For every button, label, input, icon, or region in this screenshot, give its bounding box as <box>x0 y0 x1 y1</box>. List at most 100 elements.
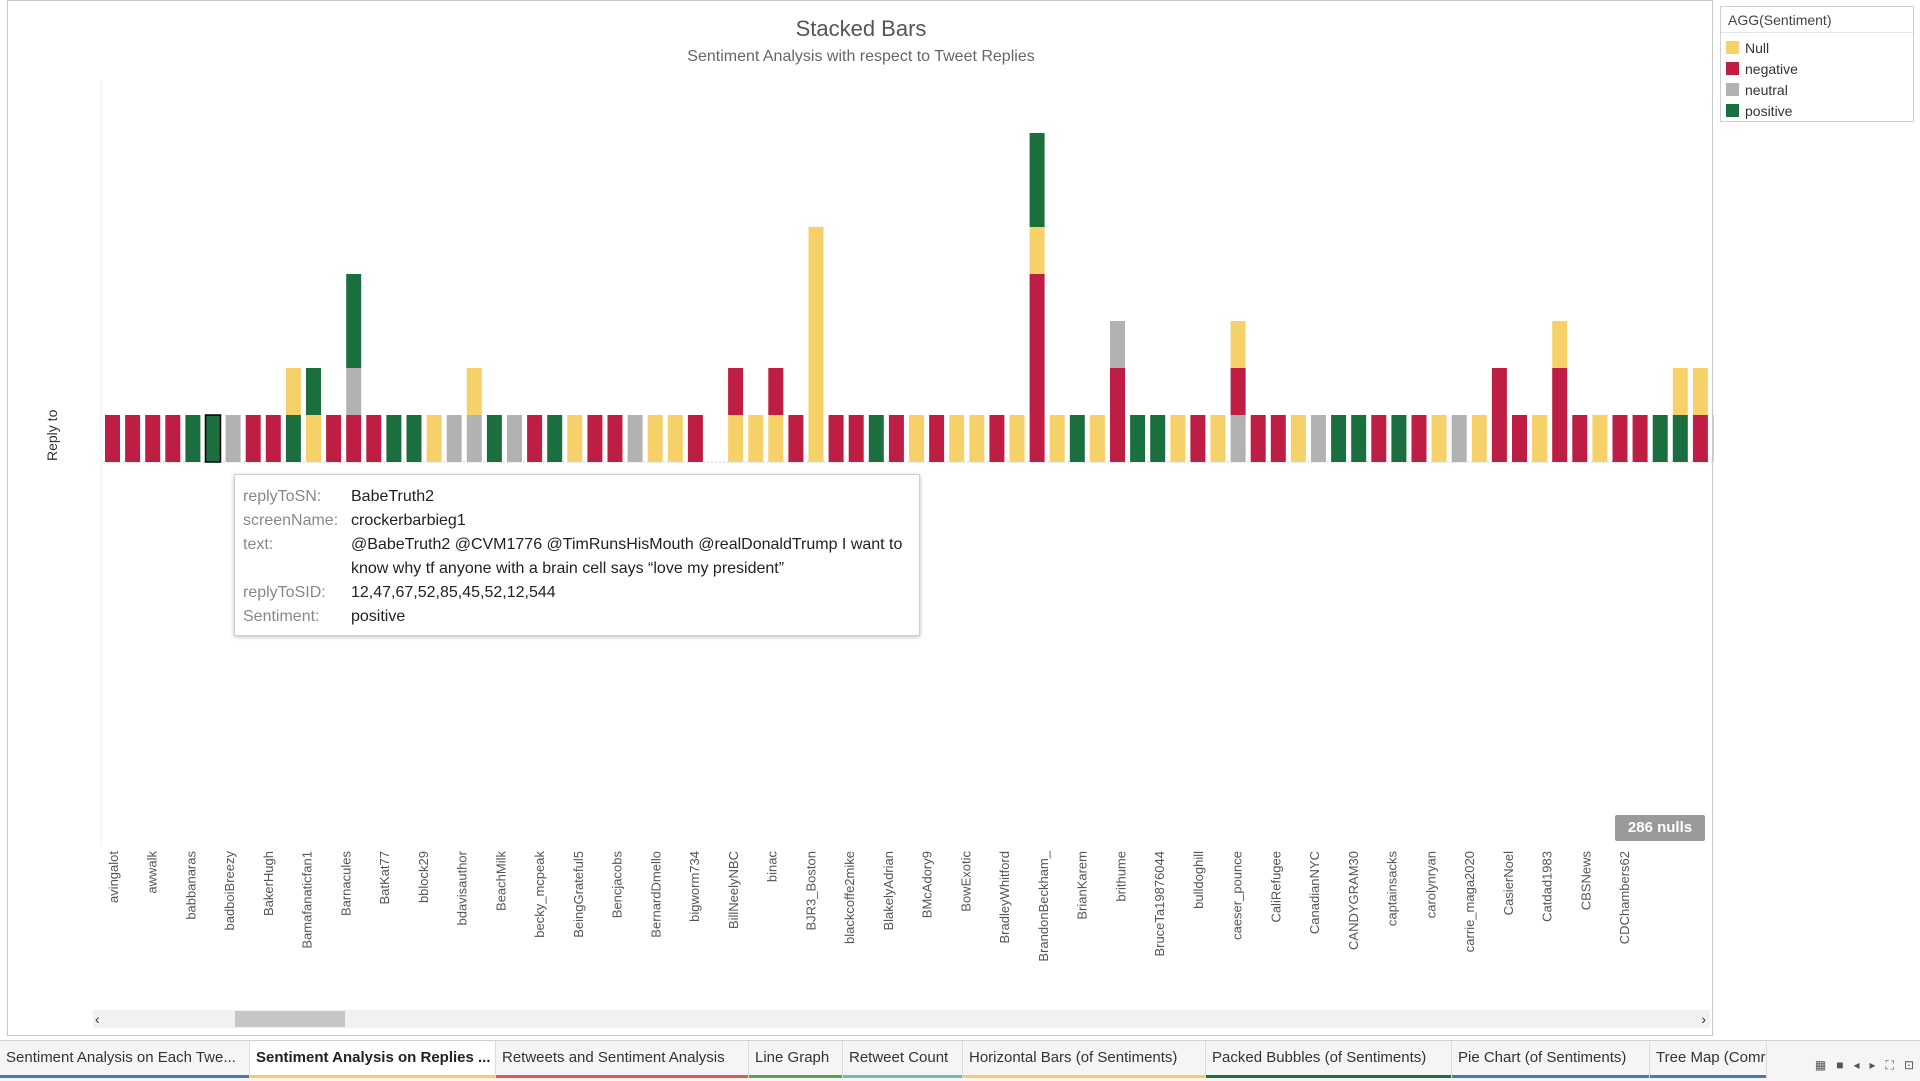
bar-segment-negative[interactable] <box>1270 415 1286 462</box>
bar-segment-Null[interactable] <box>909 415 924 462</box>
bar-segment-positive[interactable] <box>1150 415 1166 462</box>
bar-segment-Null[interactable] <box>808 321 824 368</box>
bar-segment-negative[interactable] <box>1572 415 1588 462</box>
bar-segment-Null[interactable] <box>1592 415 1608 462</box>
legend-item-null[interactable]: Null <box>1721 37 1913 58</box>
bar-segment-negative[interactable] <box>1110 368 1125 415</box>
bar-segment-positive[interactable] <box>1652 415 1668 462</box>
bar-segment-positive[interactable] <box>486 415 502 462</box>
bar-segment-positive[interactable] <box>204 414 222 463</box>
next-icon[interactable]: ▸ <box>1869 1058 1876 1072</box>
bar-segment-neutral[interactable] <box>507 415 522 462</box>
bar-segment-negative[interactable] <box>1612 415 1628 462</box>
bar-segment-negative[interactable] <box>1552 415 1568 462</box>
bar-segment-Null[interactable] <box>567 415 583 462</box>
bar-segment-negative[interactable] <box>587 415 603 462</box>
bar-segment-negative[interactable] <box>1512 415 1527 462</box>
bar-segment-Null[interactable] <box>1713 415 1714 462</box>
bar-segment-Null[interactable] <box>768 415 784 462</box>
bar-segment-positive[interactable] <box>547 415 563 462</box>
bar-segment-negative[interactable] <box>165 415 181 462</box>
bar-segment-positive[interactable] <box>1331 415 1347 462</box>
bar-segment-negative[interactable] <box>1029 274 1045 321</box>
bar-segment-neutral[interactable] <box>1311 415 1326 462</box>
bar-segment-negative[interactable] <box>687 415 703 462</box>
bar-segment-Null[interactable] <box>748 415 764 462</box>
bar-segment-Null[interactable] <box>426 415 442 462</box>
bar-segment-negative[interactable] <box>888 415 904 462</box>
bar-segment-positive[interactable] <box>1672 415 1688 462</box>
sheet-tab[interactable]: Line Graph <box>749 1041 843 1078</box>
bar-segment-negative[interactable] <box>1250 415 1266 462</box>
bar-segment-Null[interactable] <box>1210 415 1226 462</box>
bar-segment-negative[interactable] <box>265 415 281 462</box>
legend-item-neutral[interactable]: neutral <box>1721 79 1913 100</box>
sheet-tab[interactable]: Retweets and Sentiment Analysis <box>496 1041 749 1078</box>
bar-segment-negative[interactable] <box>989 415 1005 462</box>
bar-segment-Null[interactable] <box>808 274 824 321</box>
bar-segment-negative[interactable] <box>105 415 120 462</box>
fullscreen-icon[interactable]: ⛶ <box>1885 1058 1894 1072</box>
bar-segment-Null[interactable] <box>1290 415 1306 462</box>
bar-segment-positive[interactable] <box>1069 415 1085 462</box>
bar-segment-positive[interactable] <box>406 415 422 462</box>
bar-segment-negative[interactable] <box>1411 415 1427 462</box>
scroll-right-icon[interactable]: › <box>1701 1011 1706 1027</box>
bar-segment-positive[interactable] <box>868 415 884 462</box>
bar-segment-negative[interactable] <box>1230 368 1246 415</box>
legend-item-positive[interactable]: positive <box>1721 100 1913 121</box>
scroll-left-icon[interactable]: ‹ <box>95 1011 100 1027</box>
bar-segment-positive[interactable] <box>386 415 402 462</box>
bar-segment-negative[interactable] <box>1029 321 1045 368</box>
sheet-tab[interactable]: Tree Map (Comr <box>1650 1041 1767 1078</box>
bar-segment-Null[interactable] <box>1170 415 1186 462</box>
bar-segment-negative[interactable] <box>1110 415 1125 462</box>
grid-view-icon[interactable]: ▦ <box>1814 1058 1827 1072</box>
bar-segment-negative[interactable] <box>366 415 382 462</box>
bar-segment-Null[interactable] <box>1552 321 1568 368</box>
bar-segment-positive[interactable] <box>1391 415 1407 462</box>
bar-segment-negative[interactable] <box>1552 368 1568 415</box>
bar-segment-neutral[interactable] <box>446 415 462 462</box>
bar-segment-neutral[interactable] <box>225 415 241 462</box>
legend-item-negative[interactable]: negative <box>1721 58 1913 79</box>
bar-segment-Null[interactable] <box>808 227 824 274</box>
bar-segment-positive[interactable] <box>1130 415 1146 462</box>
bar-segment-Null[interactable] <box>1692 368 1708 415</box>
bar-segment-neutral[interactable] <box>1110 321 1125 368</box>
bar-segment-Null[interactable] <box>949 415 965 462</box>
bar-segment-negative[interactable] <box>828 415 844 462</box>
bar-segment-neutral[interactable] <box>346 368 362 415</box>
bar-segment-positive[interactable] <box>1029 180 1045 227</box>
bar-segment-negative[interactable] <box>326 415 342 462</box>
nulls-badge[interactable]: 286 nulls <box>1615 815 1705 841</box>
bar-segment-negative[interactable] <box>1029 368 1045 415</box>
bar-segment-Null[interactable] <box>1672 368 1688 415</box>
bar-segment-negative[interactable] <box>768 368 784 415</box>
bar-segment-negative[interactable] <box>1029 415 1045 462</box>
bar-segment-Null[interactable] <box>1431 415 1447 462</box>
bar-segment-Null[interactable] <box>647 415 663 462</box>
bar-segment-negative[interactable] <box>125 415 141 462</box>
bar-segment-positive[interactable] <box>1351 415 1367 462</box>
bar-segment-negative[interactable] <box>1491 368 1507 415</box>
bar-segment-negative[interactable] <box>1190 415 1206 462</box>
bar-segment-Null[interactable] <box>667 415 683 462</box>
bar-segment-neutral[interactable] <box>466 415 482 462</box>
present-icon[interactable]: ⊡ <box>1903 1058 1914 1072</box>
scroll-thumb[interactable] <box>235 1011 345 1027</box>
bar-segment-Null[interactable] <box>1230 321 1246 368</box>
sheet-tab[interactable]: Packed Bubbles (of Sentiments) <box>1206 1041 1452 1078</box>
sheet-tab[interactable]: Pie Chart (of Sentiments) <box>1452 1041 1650 1078</box>
bar-segment-Null[interactable] <box>1532 415 1548 462</box>
bar-segment-positive[interactable] <box>346 274 362 321</box>
sheet-tab[interactable]: Retweet Count <box>843 1041 963 1078</box>
bar-segment-negative[interactable] <box>1632 415 1648 462</box>
bar-segment-positive[interactable] <box>1029 133 1045 180</box>
bar-segment-negative[interactable] <box>346 415 362 462</box>
bar-segment-Null[interactable] <box>1049 415 1065 462</box>
bar-segment-negative[interactable] <box>245 415 261 462</box>
bar-segment-Null[interactable] <box>1471 415 1487 462</box>
bar-segment-negative[interactable] <box>788 415 804 462</box>
bar-segment-negative[interactable] <box>728 368 744 415</box>
